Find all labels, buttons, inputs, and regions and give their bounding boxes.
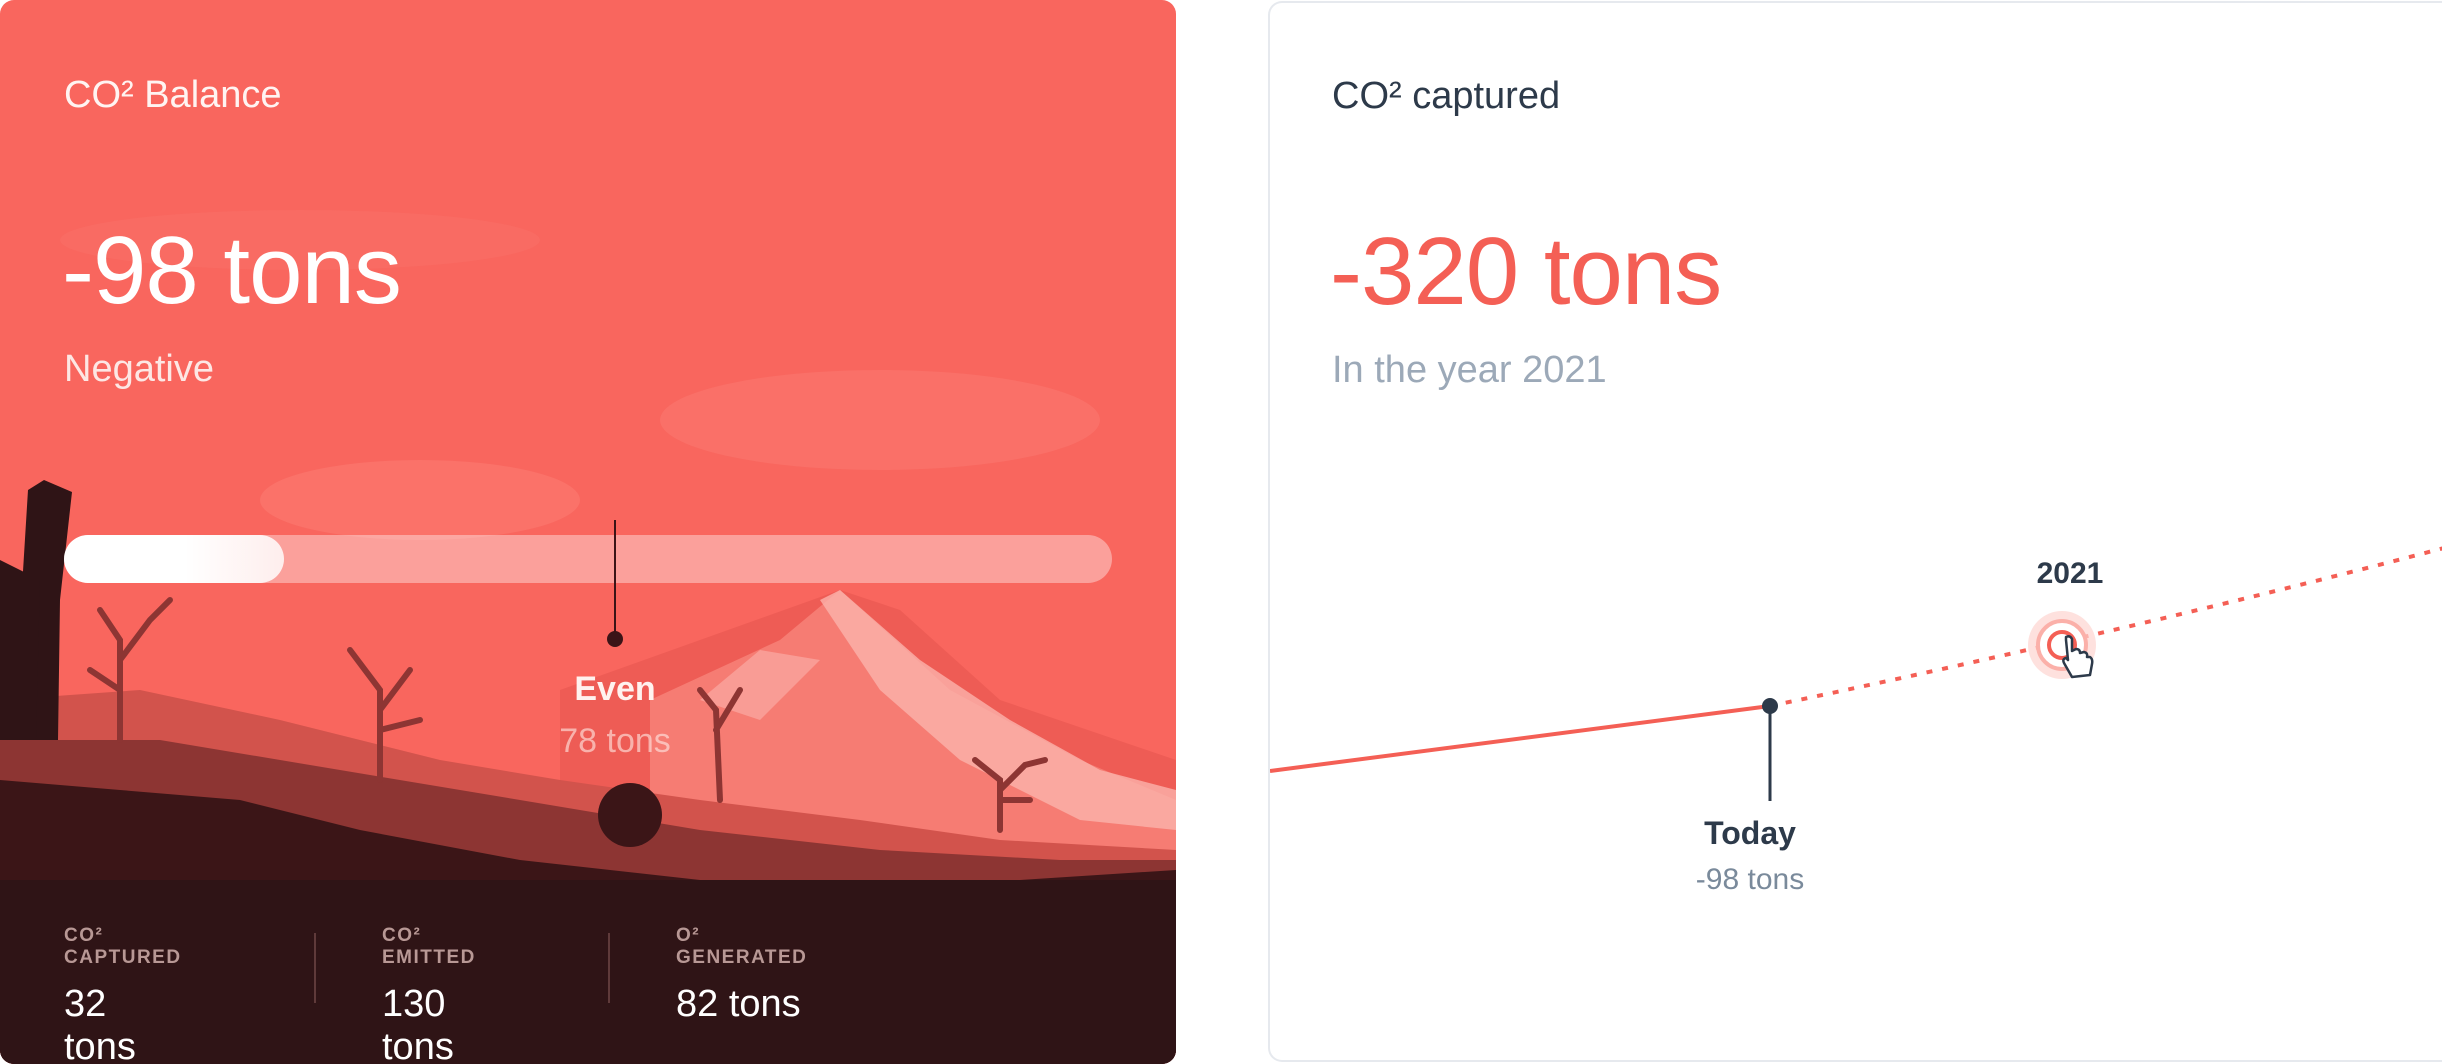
stat-divider (314, 933, 316, 1003)
projection-chart (1270, 546, 2442, 801)
landscape-illustration (0, 210, 1176, 1064)
captured-subtitle: In the year 2021 (1332, 349, 1607, 391)
stat-divider (608, 933, 610, 1003)
stat-value: 82 tons (676, 983, 801, 1025)
year-point[interactable] (2028, 611, 2096, 679)
balance-status: Negative (64, 348, 214, 390)
balance-progress-fill (64, 535, 285, 583)
card-title: CO² Balance (64, 74, 282, 116)
balance-value: -98 tons (62, 217, 402, 324)
stat-label: O² GENERATED (676, 925, 808, 968)
today-value: -98 tons (1695, 863, 1805, 896)
balance-progress-bar (64, 535, 1112, 583)
captured-value: -320 tons (1330, 218, 1722, 325)
even-marker-value: 78 tons (559, 722, 671, 760)
co2-captured-card: CO² captured -320 tons In the year 2021 … (1268, 1, 2442, 1062)
even-marker-dot (607, 631, 623, 647)
even-marker-line (614, 520, 616, 638)
card-title: CO² captured (1332, 75, 1561, 117)
past-trend-line (1270, 704, 1771, 773)
co2-balance-card: CO² Balance -98 tons Negative Even 78 to… (0, 0, 1176, 1064)
projected-trend-line (1769, 546, 2442, 708)
stat-value: 130 tons (382, 983, 454, 1064)
today-label: Today (1704, 815, 1796, 851)
stat-label: CO² EMITTED (382, 925, 476, 968)
hand-cursor-icon (2062, 635, 2094, 679)
stat-value: 32 tons (64, 983, 136, 1064)
stat-co2-captured: CO² CAPTURED 32 tons (64, 925, 182, 1064)
selected-year-label: 2021 (2036, 557, 2104, 590)
even-marker-label: Even (574, 670, 656, 708)
today-marker-dot (1762, 698, 1778, 714)
stat-label: CO² CAPTURED (64, 925, 182, 968)
stat-co2-emitted: CO² EMITTED 130 tons (382, 925, 476, 1064)
stat-o2-generated: O² GENERATED 82 tons (676, 925, 807, 1026)
